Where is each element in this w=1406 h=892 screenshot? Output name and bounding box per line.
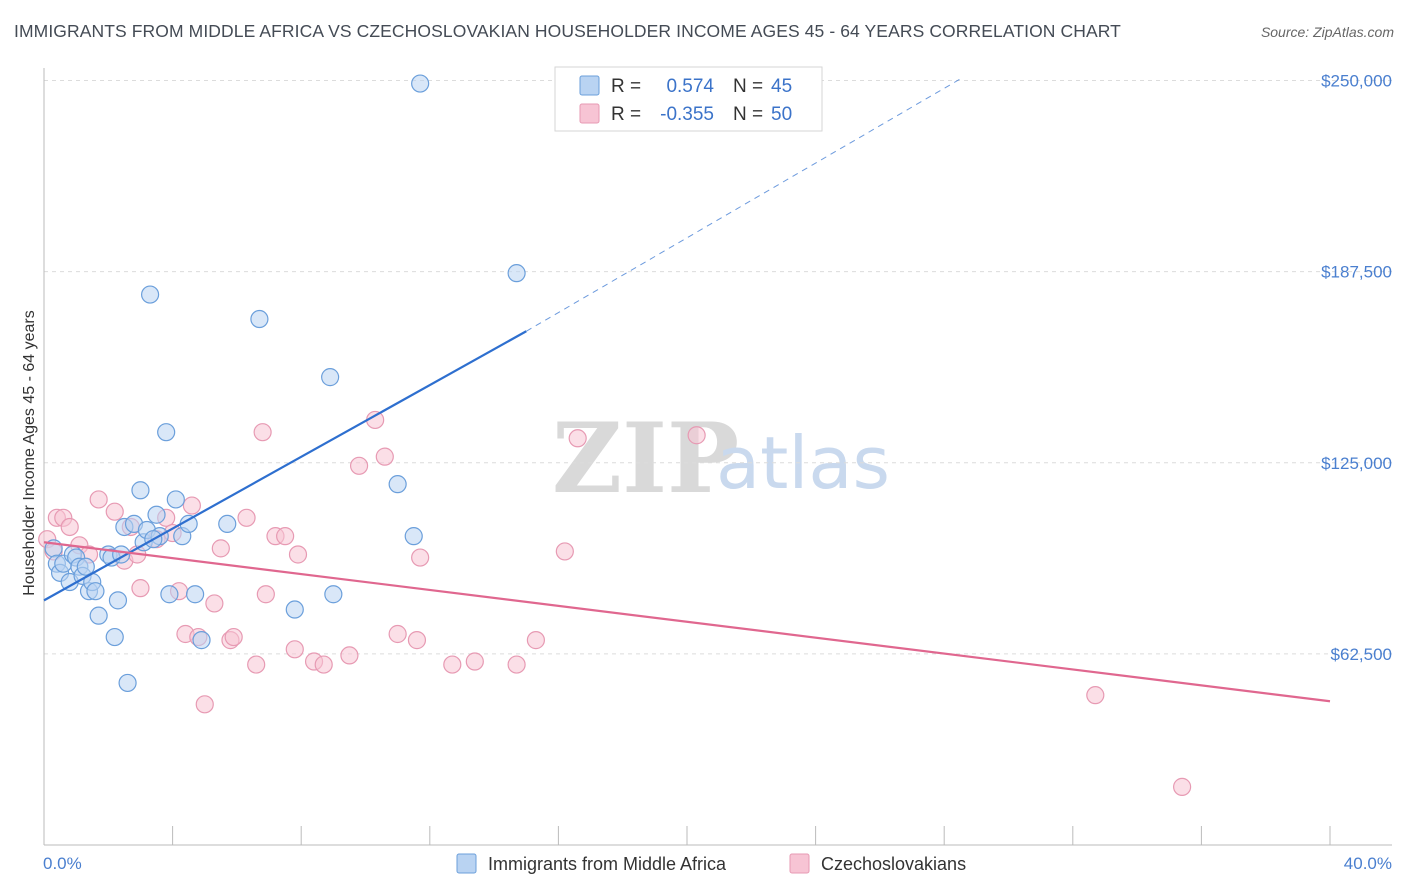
czechoslovakians-point — [60, 517, 79, 537]
middle-africa-point — [105, 627, 124, 647]
czechoslovakians-point — [237, 508, 256, 527]
middle-africa-point — [285, 600, 304, 619]
middle-africa-point — [108, 591, 128, 610]
czechoslovakians-point — [465, 652, 484, 671]
middle-africa-point — [321, 368, 340, 387]
legend-n-label-1: N = — [733, 76, 763, 97]
middle-africa-point — [118, 673, 137, 693]
legend-swatch-pink — [579, 103, 600, 124]
middle-africa-point — [147, 505, 166, 524]
y-tick-label: $250,000 — [1321, 72, 1392, 91]
middle-africa-point — [388, 475, 407, 494]
middle-africa-point — [76, 557, 95, 576]
legend-r-value-2: -0.355 — [660, 104, 714, 125]
czechoslovakians-point — [555, 542, 574, 561]
legend-n-value-2: 50 — [771, 104, 792, 125]
middle-africa-point — [166, 490, 185, 509]
czechoslovakians-point — [375, 447, 394, 466]
y-tick-label: $125,000 — [1321, 454, 1392, 473]
trend-line-middle-africa-extension — [525, 78, 961, 332]
legend-swatch-blue — [579, 75, 600, 96]
czechoslovakians-point — [407, 631, 427, 650]
source-credit: Source: ZipAtlas.com — [1260, 24, 1394, 40]
czechoslovakians-point — [256, 585, 275, 604]
czechoslovakians-point — [253, 423, 272, 442]
czechoslovakians-point — [89, 490, 108, 509]
czechoslovakians-point — [288, 545, 308, 564]
czechoslovakians-point — [1173, 777, 1192, 796]
middle-africa-point — [140, 285, 160, 304]
czechoslovakians-point — [211, 539, 230, 558]
czechoslovakians-point — [443, 655, 462, 674]
series-middle-africa-points — [44, 74, 526, 693]
legend-n-value-1: 45 — [771, 76, 792, 97]
x-tick-label-min: 0.0% — [43, 854, 82, 873]
czechoslovakians-point — [224, 627, 243, 647]
czechoslovakians-point — [314, 655, 333, 674]
bottom-legend-label-2: Czechoslovakians — [821, 854, 966, 874]
czechoslovakians-point — [131, 579, 150, 598]
watermark-zip: ZIP — [552, 402, 739, 515]
czechoslovakians-point — [340, 646, 359, 665]
czechoslovakians-point — [388, 624, 407, 644]
trend-line-czechoslovakians — [43, 541, 1331, 703]
correlation-legend: R = 0.574 N = 45 R = -0.355 N = 50 — [554, 66, 823, 132]
czechoslovakians-point — [1086, 686, 1105, 705]
bottom-legend-label-1: Immigrants from Middle Africa — [488, 854, 727, 874]
middle-africa-point — [131, 481, 150, 500]
middle-africa-point — [157, 423, 176, 442]
middle-africa-point — [186, 585, 205, 604]
chart-title: IMMIGRANTS FROM MIDDLE AFRICA VS CZECHOS… — [14, 21, 1121, 41]
middle-africa-point — [507, 264, 526, 283]
middle-africa-point — [404, 527, 423, 546]
czechoslovakians-point — [247, 655, 266, 674]
czechoslovakians-point — [285, 640, 304, 659]
czechoslovakians-point — [205, 594, 224, 613]
middle-africa-point — [324, 585, 343, 604]
x-tick-label-max: 40.0% — [1344, 854, 1392, 873]
y-tick-labels: $62,500 $125,000 $187,500 $250,000 — [1321, 72, 1392, 664]
bottom-legend-swatch-pink — [789, 853, 810, 874]
czechoslovakians-point — [507, 655, 526, 674]
middle-africa-point — [86, 582, 105, 601]
middle-africa-point — [250, 309, 269, 329]
czechoslovakians-point — [105, 502, 124, 521]
legend-r-label-2: R = — [611, 104, 641, 125]
trend-line-middle-africa — [43, 330, 527, 602]
legend-r-label-1: R = — [611, 76, 641, 97]
middle-africa-point — [411, 74, 430, 93]
czechoslovakians-point — [411, 548, 430, 567]
trend-lines — [43, 78, 1331, 703]
y-tick-label: $62,500 — [1331, 645, 1392, 664]
middle-africa-point — [192, 631, 211, 650]
czechoslovakians-point — [276, 527, 295, 546]
czechoslovakians-point — [687, 426, 706, 445]
czechoslovakians-point — [182, 496, 201, 515]
middle-africa-point — [89, 606, 108, 625]
czechoslovakians-point — [195, 695, 214, 714]
y-tick-label: $187,500 — [1321, 263, 1392, 282]
legend-n-label-2: N = — [733, 104, 763, 125]
czechoslovakians-point — [526, 631, 545, 650]
bottom-legend-swatch-blue — [456, 853, 477, 874]
czechoslovakians-point — [568, 429, 587, 448]
series-legend: Immigrants from Middle Africa Czechoslov… — [456, 853, 966, 874]
czechoslovakians-point — [349, 456, 369, 475]
series-czechoslovakians-points — [38, 410, 1192, 796]
middle-africa-point — [160, 585, 179, 604]
middle-africa-point — [218, 514, 237, 534]
x-axis-ticks — [43, 826, 1331, 845]
legend-r-value-1: 0.574 — [666, 76, 714, 97]
y-axis-label: Householder Income Ages 45 - 64 years — [21, 310, 38, 596]
